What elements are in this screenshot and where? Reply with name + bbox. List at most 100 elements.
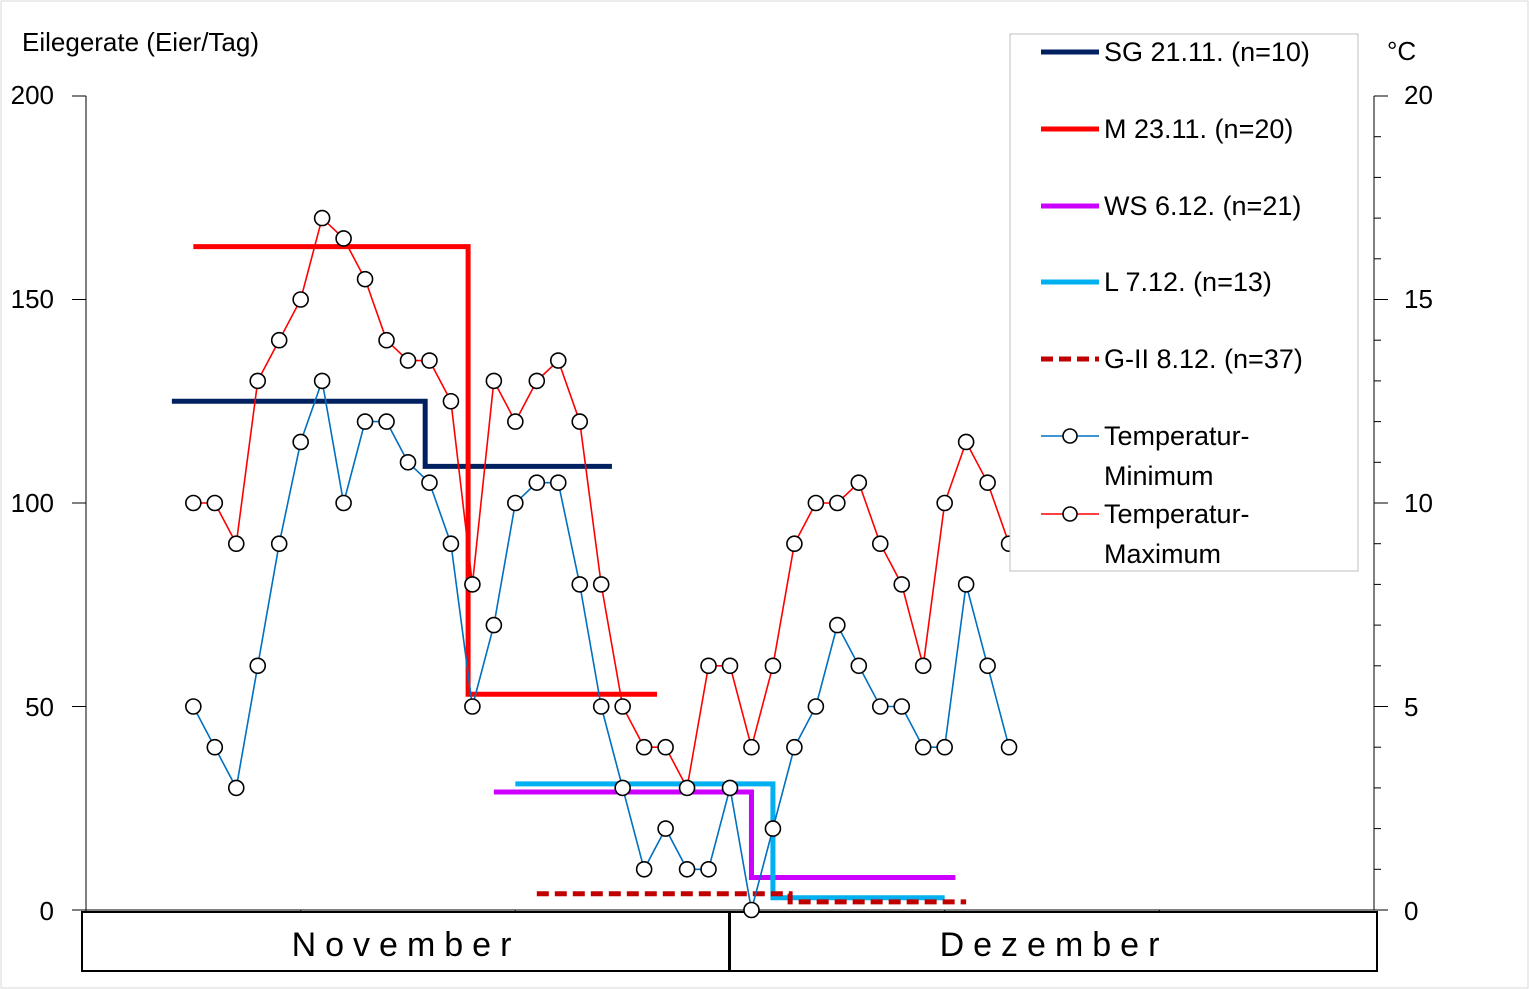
- y-left-tick-label: 100: [11, 488, 54, 518]
- legend-label: G-II 8.12. (n=37): [1104, 344, 1303, 374]
- egg-series-line: [515, 781, 945, 901]
- egg-rate-series: [171, 244, 967, 905]
- temperature-max-point: [507, 413, 524, 430]
- temperature-max-point: [957, 433, 975, 451]
- legend-marker: [1062, 428, 1078, 444]
- temperature-min-point: [399, 453, 417, 471]
- temperature-min-point: [635, 860, 653, 878]
- temperature-max-point: [571, 413, 589, 430]
- temperature-max-point: [850, 474, 868, 491]
- temperature-max-point: [807, 494, 825, 512]
- legend-label: SG 21.11. (n=10): [1104, 37, 1310, 67]
- temperature-min-point: [356, 413, 374, 430]
- temperature-min-point: [764, 820, 782, 837]
- temperature-min-point: [206, 738, 224, 756]
- temperature-min-point: [829, 616, 846, 634]
- y-right-ticks: 0 5 10 15 20: [1404, 80, 1433, 926]
- legend-label: WS 6.12. (n=21): [1104, 191, 1301, 221]
- temperature-max-point: [721, 657, 739, 675]
- temperature-max-point: [249, 372, 267, 390]
- temperature-min-point: [678, 860, 696, 878]
- temperature-min-point: [335, 494, 352, 512]
- temperature-min-point: [378, 413, 395, 430]
- temperature-min-point: [571, 576, 589, 593]
- temperature-min-point: [700, 860, 717, 878]
- temperature-min-point: [507, 494, 524, 512]
- legend: SG 21.11. (n=10) M 23.11. (n=20) WS 6.12. …: [1009, 33, 1359, 572]
- temperature-min-point: [485, 616, 503, 634]
- temperature-min-point: [1000, 738, 1018, 756]
- temperature-min-point: [979, 657, 996, 675]
- y-right-tick-label: 0: [1404, 896, 1418, 926]
- temperature-max-point: [614, 698, 631, 715]
- temperature-min-point: [893, 698, 911, 715]
- legend-label: M 23.11. (n=20): [1104, 114, 1293, 144]
- temperature-max-point: [592, 576, 610, 593]
- temperature-max-point: [227, 535, 245, 553]
- temperature-max-point: [442, 392, 460, 410]
- legend-label: Temperatur-Minimum: [1104, 421, 1250, 491]
- temperature-max-point: [635, 738, 653, 756]
- temperature-min-point: [957, 576, 975, 593]
- temperature-min-point: [185, 698, 202, 715]
- temperature-max-point: [378, 331, 395, 349]
- temperature-min-point: [850, 657, 868, 675]
- temperature-min-point: [464, 698, 481, 715]
- temperature-min-line: [192, 377, 1010, 911]
- y-left-tick-label: 50: [25, 692, 54, 722]
- axes: [72, 95, 1388, 917]
- temperature-max-point: [829, 494, 846, 512]
- egg-series-line: [193, 244, 658, 697]
- temperature-max-point: [549, 352, 567, 369]
- temperature-max-point: [335, 230, 352, 247]
- temperature-max-point: [979, 474, 996, 491]
- y-right-axis-label: °C: [1387, 36, 1416, 66]
- temperature-min-point: [743, 901, 760, 919]
- temperature-max-point: [528, 372, 546, 390]
- temperature-min-point: [871, 698, 889, 715]
- legend-label: Temperatur-Maximum: [1104, 499, 1250, 569]
- temperature-max-point: [292, 291, 309, 308]
- temperature-min-point: [270, 535, 288, 553]
- temperature-min-point: [292, 433, 309, 451]
- y-left-axis-label: Eilegerate (Eier/Tag): [22, 27, 259, 57]
- y-right-tick-label: 10: [1404, 488, 1433, 518]
- y-right-tick-label: 5: [1404, 692, 1418, 722]
- y-left-tick-label: 200: [11, 80, 54, 110]
- temperature-min-point: [721, 779, 739, 797]
- temperature-min-point: [249, 657, 267, 675]
- temperature-series: [185, 209, 1018, 919]
- temperature-max-point: [786, 535, 803, 553]
- egg-series-line: [493, 789, 956, 880]
- month-box-dezember: [729, 911, 1378, 972]
- temperature-min-point: [786, 738, 803, 756]
- y-right-tick-label: 15: [1404, 284, 1433, 314]
- temperature-max-point: [421, 352, 438, 369]
- temperature-max-point: [871, 535, 889, 553]
- temperature-min-point: [227, 779, 245, 797]
- temperature-min-point: [914, 738, 932, 756]
- y-left-tick-label: 0: [40, 896, 54, 926]
- temperature-min-point: [421, 474, 438, 491]
- temperature-min-point: [936, 738, 953, 756]
- legend-items: SG 21.11. (n=10) M 23.11. (n=20) WS 6.12. …: [1041, 37, 1310, 569]
- y-left-tick-label: 150: [11, 284, 54, 314]
- egg-series-line: [171, 398, 612, 469]
- temperature-min-point: [442, 535, 460, 553]
- legend-box: [1009, 33, 1359, 572]
- legend-label: L 7.12. (n=13): [1104, 267, 1272, 297]
- temperature-max-point: [464, 576, 481, 593]
- temperature-max-point: [764, 657, 782, 675]
- egg-series-line: [536, 891, 967, 905]
- y-left-ticks: 0 50 100 150 200: [11, 80, 54, 926]
- temperature-min-point: [614, 779, 631, 797]
- temperature-max-point: [206, 494, 224, 512]
- y-right-tick-label: 20: [1404, 80, 1433, 110]
- temperature-min-point: [549, 474, 567, 491]
- temperature-max-point: [700, 657, 717, 675]
- temperature-min-point: [807, 698, 825, 715]
- temperature-max-point: [313, 209, 331, 227]
- temperature-max-point: [936, 494, 953, 512]
